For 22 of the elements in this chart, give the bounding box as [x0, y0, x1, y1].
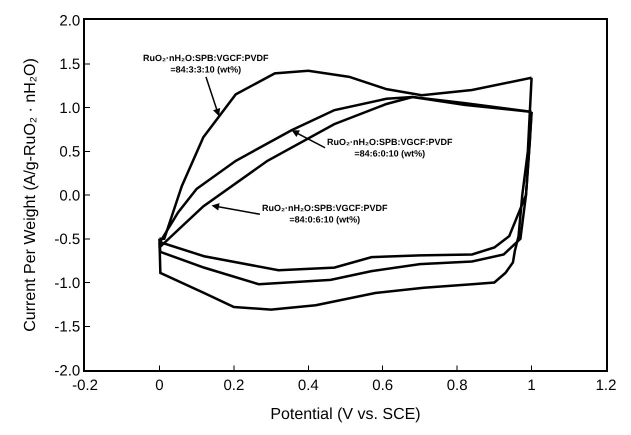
annotation: RuO₂·nH₂O:SPB:VGCF:PVDF =84:0:6:10 (wt%): [262, 203, 388, 225]
annotation: RuO₂·nH₂O:SPB:VGCF:PVDF =84:6:0:10 (wt%): [327, 137, 453, 159]
x-tick-label: 1: [527, 376, 536, 394]
y-tick-label: -1.5: [54, 318, 80, 336]
y-tick-label: 0.5: [59, 144, 80, 160]
x-axis-title: Potential (V vs. SCE): [270, 406, 421, 423]
x-tick-label: 0.6: [372, 376, 394, 394]
y-tick-label: 1.5: [59, 56, 80, 73]
y-tick-label: -1.0: [54, 274, 80, 292]
y-tick-label: -0.5: [54, 231, 80, 248]
x-tick-label: 0: [155, 376, 164, 394]
x-tick-label: 0.4: [298, 376, 319, 394]
x-tick-label: 1.2: [596, 376, 616, 394]
annotation: RuO₂·nH₂O:SPB:VGCF:PVDF =84:3:3:10 (wt%): [143, 53, 269, 75]
y-axis-title: Current Per Weight (A/g-RuO₂ · nH₂O): [22, 58, 39, 332]
y-tick-label: 2.0: [59, 12, 80, 30]
y-tick-label: -2.0: [54, 362, 80, 380]
y-tick-label: 0.0: [59, 187, 80, 204]
y-tick-label: 1.0: [59, 100, 80, 117]
x-tick-label: -0.2: [72, 376, 98, 394]
x-tick-label: 0.2: [223, 376, 244, 394]
x-tick-label: 0.8: [446, 376, 468, 394]
